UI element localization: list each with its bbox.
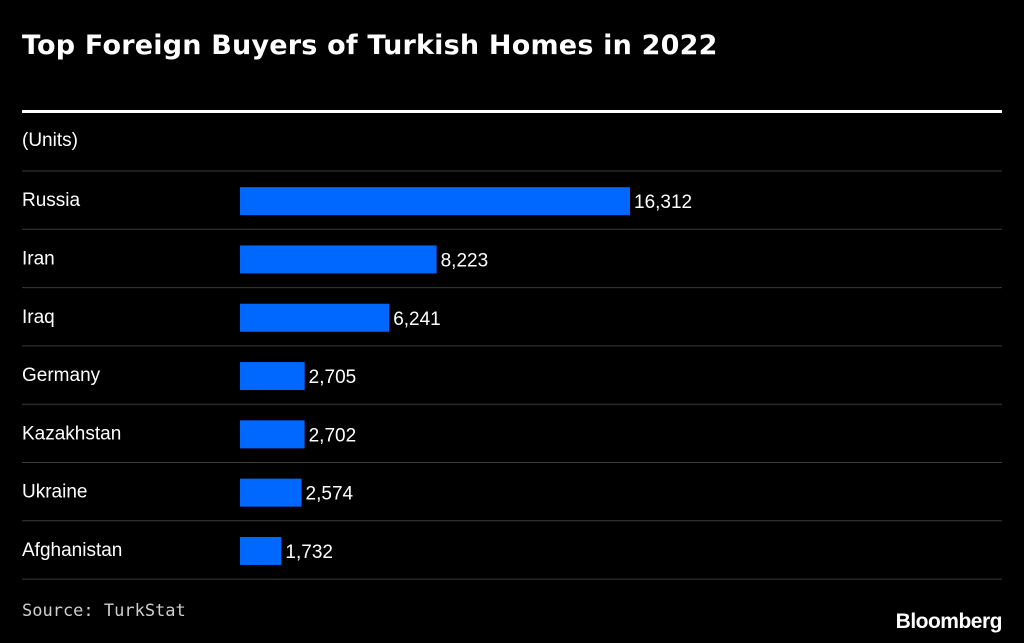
bar-kazakhstan	[240, 420, 305, 449]
category-label-kazakhstan: Kazakhstan	[22, 423, 121, 444]
bar-germany	[240, 362, 305, 391]
source-note: Source: TurkStat	[22, 601, 186, 621]
value-label-iraq: 6,241	[393, 309, 441, 330]
category-label-afghanistan: Afghanistan	[22, 540, 122, 561]
chart-title: Top Foreign Buyers of Turkish Homes in 2…	[22, 30, 718, 61]
value-label-ukraine: 2,574	[306, 484, 354, 505]
bar-russia	[240, 187, 630, 216]
value-label-russia: 16,312	[634, 192, 692, 213]
value-label-germany: 2,705	[309, 367, 357, 388]
bar-iraq	[240, 303, 390, 332]
bar-ukraine	[240, 478, 302, 507]
category-label-iraq: Iraq	[22, 307, 55, 328]
category-label-ukraine: Ukraine	[22, 482, 87, 503]
title-divider	[22, 110, 1002, 113]
bloomberg-logo: Bloomberg	[895, 610, 1003, 633]
bar-iran	[240, 245, 437, 274]
value-label-afghanistan: 1,732	[285, 542, 333, 563]
value-label-kazakhstan: 2,702	[309, 425, 357, 446]
category-label-iran: Iran	[22, 248, 55, 269]
bar-afghanistan	[240, 536, 282, 565]
value-label-iran: 8,223	[441, 250, 489, 271]
units-label: (Units)	[22, 130, 78, 151]
category-label-russia: Russia	[22, 190, 81, 211]
category-label-germany: Germany	[22, 365, 101, 386]
